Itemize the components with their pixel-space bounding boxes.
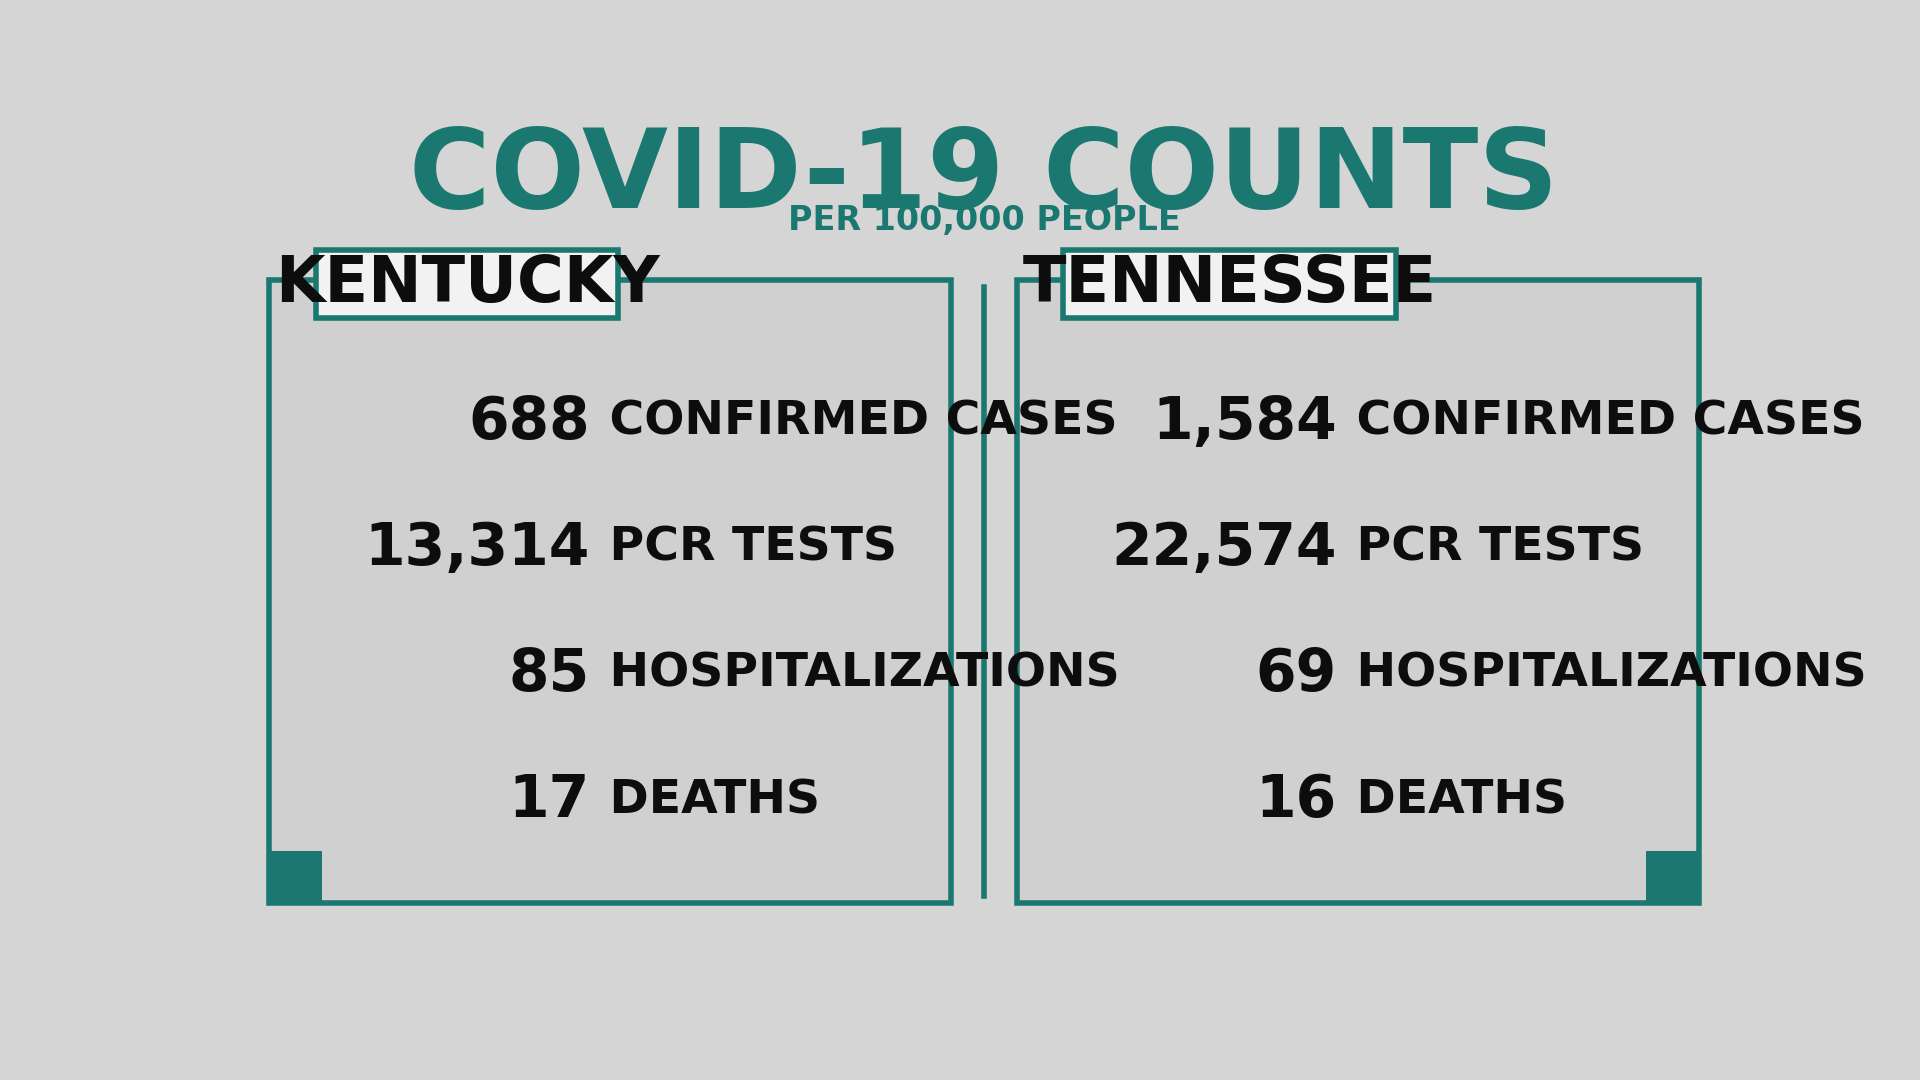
Text: HOSPITALIZATIONS: HOSPITALIZATIONS [1340,652,1866,697]
Text: CONFIRMED CASES: CONFIRMED CASES [1340,400,1864,445]
Text: KENTUCKY: KENTUCKY [275,254,659,315]
Bar [1064,251,1396,319]
Text: 69: 69 [1256,646,1336,703]
Bar [317,251,618,319]
Text: DEATHS: DEATHS [1340,778,1567,823]
Text: COVID-19 COUNTS: COVID-19 COUNTS [409,124,1559,231]
Text: HOSPITALIZATIONS: HOSPITALIZATIONS [593,652,1119,697]
Text: PER 100,000 PEOPLE: PER 100,000 PEOPLE [787,204,1181,237]
Bar [1066,279,1394,282]
Bar [1645,851,1699,905]
Text: 17: 17 [509,772,589,829]
Text: PCR TESTS: PCR TESTS [1340,526,1644,571]
Text: 688: 688 [468,394,589,450]
Bar [319,279,614,282]
Text: DEATHS: DEATHS [593,778,820,823]
Bar [1016,280,1699,904]
Text: 13,314: 13,314 [365,519,589,577]
Bar [269,280,952,904]
Text: 22,574: 22,574 [1112,519,1336,577]
Text: PCR TESTS: PCR TESTS [593,526,897,571]
Text: 85: 85 [509,646,589,703]
Text: 1,584: 1,584 [1152,394,1336,450]
Text: CONFIRMED CASES: CONFIRMED CASES [593,400,1117,445]
Text: TENNESSEE: TENNESSEE [1023,254,1436,315]
Text: 16: 16 [1256,772,1336,829]
Bar [269,851,323,905]
